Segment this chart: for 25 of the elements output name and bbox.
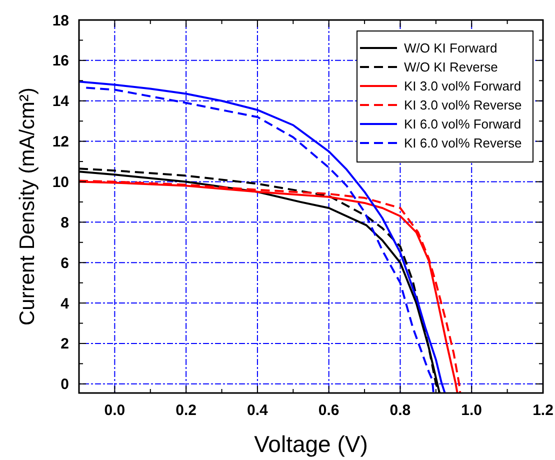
x-tick-label: 1.0 (461, 402, 482, 419)
y-tick-label: 16 (52, 52, 69, 70)
y-tick-label: 8 (60, 214, 69, 232)
y-tick-label: 14 (52, 93, 70, 110)
legend-label: W/O KI Forward (404, 40, 498, 56)
x-tick-label: 0.2 (176, 402, 197, 419)
y-axis-title: Current Density (mA/cm²) (16, 87, 39, 326)
x-tick-label: 0.8 (390, 402, 411, 419)
legend-label: KI 6.0 vol% Forward (404, 116, 522, 132)
y-tick-label: 12 (52, 134, 69, 151)
x-tick-label: 0.4 (247, 402, 269, 419)
y-tick-label: 6 (60, 254, 69, 272)
y-tick-label: 18 (52, 12, 69, 30)
y-tick-label: 0 (60, 376, 69, 394)
legend-label: KI 6.0 vol% Reverse (404, 136, 522, 151)
y-tick-label: 4 (60, 295, 70, 312)
x-tick-label: 0.6 (318, 402, 340, 419)
x-axis-title: Voltage (V) (254, 431, 368, 457)
legend-label: W/O KI Reverse (404, 60, 498, 75)
legend-label: KI 3.0 vol% Reverse (404, 98, 522, 113)
y-tick-label: 2 (60, 336, 69, 353)
legend-label: KI 3.0 vol% Forward (404, 78, 522, 94)
y-tick-label: 10 (52, 174, 69, 191)
x-tick-label: 0.0 (104, 402, 126, 419)
x-tick-label: 1.2 (532, 402, 554, 419)
